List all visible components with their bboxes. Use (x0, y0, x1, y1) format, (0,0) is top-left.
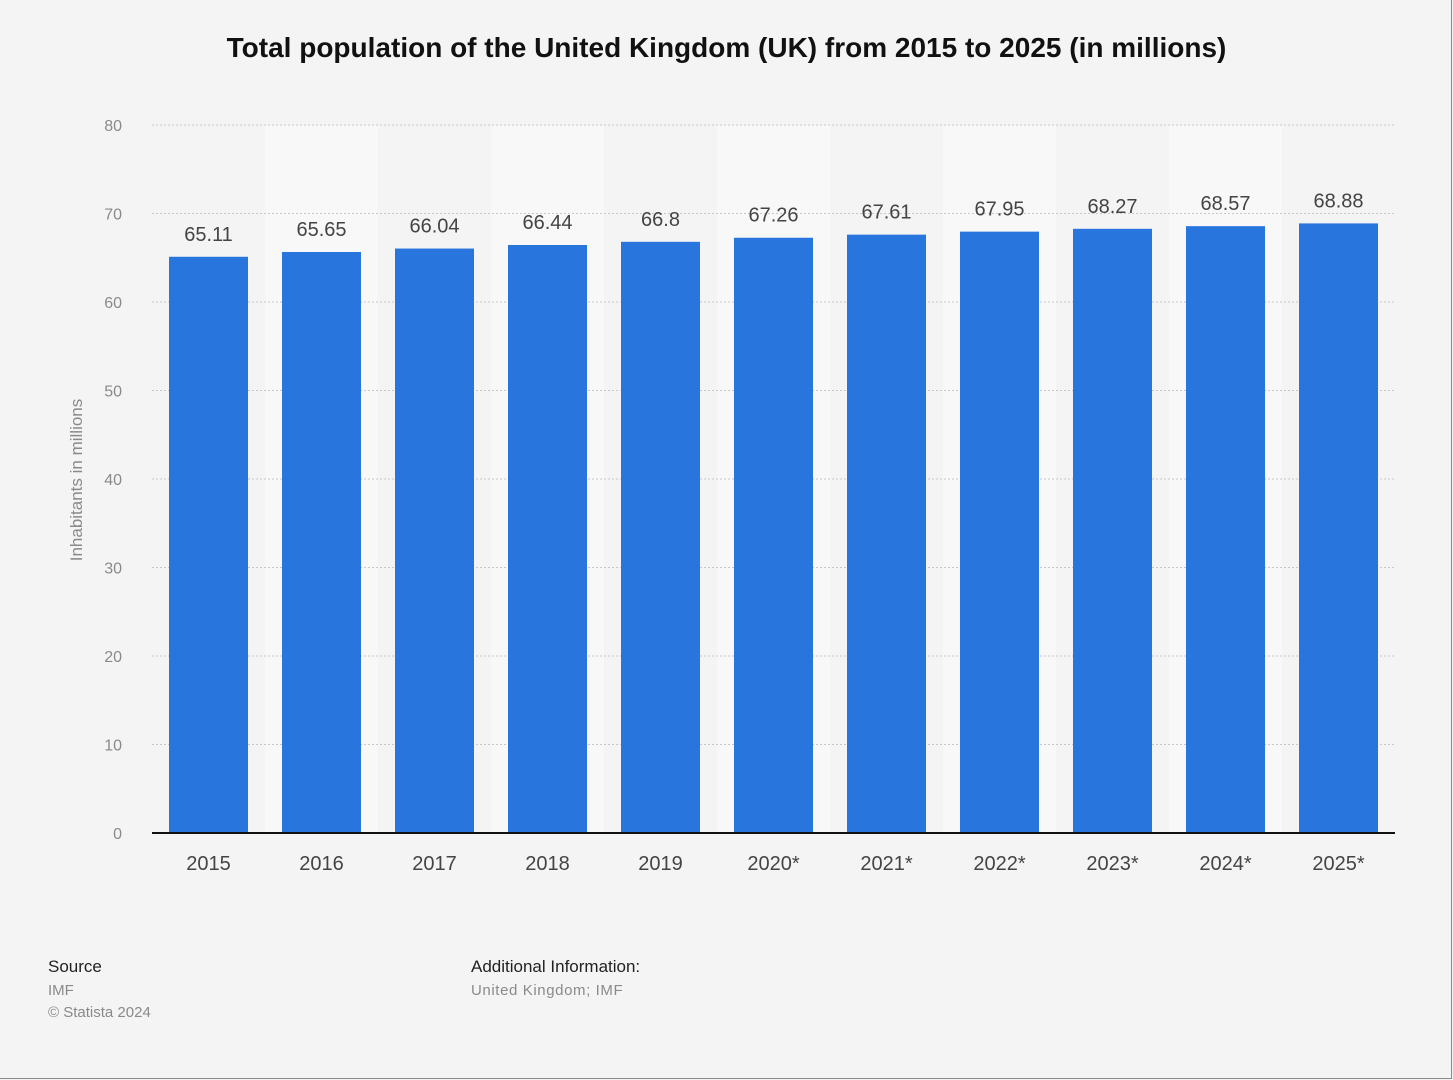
bar (282, 251, 361, 833)
value-label: 66.04 (409, 216, 459, 238)
x-tick-label: 2024* (1199, 853, 1251, 875)
x-tick-label: 2022* (973, 853, 1025, 875)
value-labels: 65.11 65.65 66.04 66.44 66.8 67.26 67.61 67.95 6… (184, 190, 1363, 245)
bar (734, 237, 813, 833)
y-tick-label: 10 (104, 738, 122, 755)
value-label: 65.11 (184, 224, 233, 246)
value-label: 67.26 (748, 205, 798, 227)
x-tick-label: 2015 (186, 853, 231, 875)
bar (847, 234, 926, 834)
bar (621, 241, 700, 833)
source-value: IMF (48, 982, 74, 999)
x-tick-label: 2025* (1312, 853, 1364, 875)
value-label: 67.95 (974, 199, 1024, 221)
copyright: © Statista 2024 (48, 1004, 151, 1021)
x-tick-label: 2016 (299, 853, 344, 875)
x-tick-label: 2021* (860, 853, 912, 875)
y-tick-label: 40 (104, 472, 122, 489)
y-tick-label: 30 (104, 561, 122, 578)
bar (1186, 226, 1265, 833)
y-tick-label: 0 (113, 826, 122, 843)
chart-title: Total population of the United Kingdom (… (226, 32, 1227, 63)
bar (1299, 223, 1378, 834)
bar (395, 248, 474, 833)
value-label: 66.44 (522, 212, 572, 234)
y-tick-label: 80 (104, 118, 122, 135)
x-tick-label: 2023* (1086, 853, 1138, 875)
bar-chart: 0 10 20 30 40 50 60 70 80 Inhabitants in million… (67, 118, 1395, 875)
additional-info-value: United Kingdom; IMF (471, 982, 624, 999)
bar (169, 256, 248, 833)
source-heading: Source (48, 957, 102, 976)
bars (169, 223, 1378, 834)
value-label: 66.8 (641, 209, 680, 231)
y-tick-label: 50 (104, 384, 122, 401)
y-tick-label: 20 (104, 649, 122, 666)
bar (1073, 228, 1152, 834)
additional-info-heading: Additional Information: (471, 957, 641, 976)
x-axis-ticks: 2015 2016 2017 2018 2019 2020* 2021* 2022* 2023*… (186, 853, 1365, 875)
bar (508, 245, 587, 834)
x-tick-label: 2018 (525, 853, 570, 875)
x-tick-label: 2019 (638, 853, 683, 875)
x-tick-label: 2017 (412, 853, 457, 875)
value-label: 68.27 (1087, 196, 1137, 218)
value-label: 68.88 (1313, 190, 1363, 212)
y-axis-ticks: 0 10 20 30 40 50 60 70 80 (104, 118, 122, 843)
x-tick-label: 2020* (747, 853, 799, 875)
y-tick-label: 60 (104, 295, 122, 312)
value-label: 65.65 (296, 219, 346, 241)
y-tick-label: 70 (104, 207, 122, 224)
bar (960, 231, 1039, 833)
value-label: 68.57 (1200, 193, 1250, 215)
value-label: 67.61 (861, 202, 911, 224)
y-axis-label: Inhabitants in millions (67, 399, 86, 562)
